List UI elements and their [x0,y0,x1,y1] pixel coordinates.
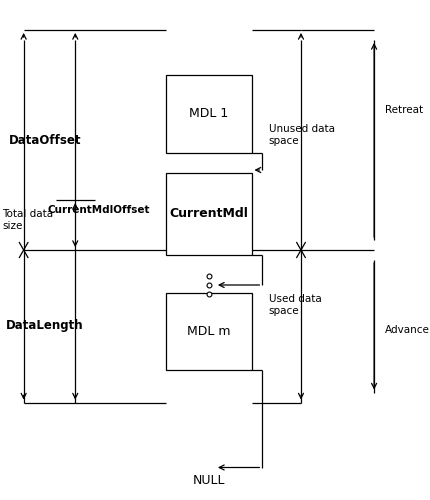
Bar [166,75,252,152]
Text: Advance: Advance [385,325,430,335]
Text: Retreat: Retreat [385,105,423,115]
Text: Total data
size: Total data size [2,209,53,231]
Text: DataLength: DataLength [6,318,84,332]
Text: CurrentMdl: CurrentMdl [169,207,248,220]
Text: Unused data
space: Unused data space [269,124,335,146]
Text: MDL m: MDL m [187,325,230,338]
Text: NULL: NULL [192,474,225,488]
Bar [166,292,252,370]
Text: DataOffset: DataOffset [9,134,81,146]
Text: MDL 1: MDL 1 [189,108,228,120]
Bar [166,172,252,255]
Text: Used data
space: Used data space [269,294,322,316]
Text: CurrentMdlOffset: CurrentMdlOffset [48,205,150,215]
